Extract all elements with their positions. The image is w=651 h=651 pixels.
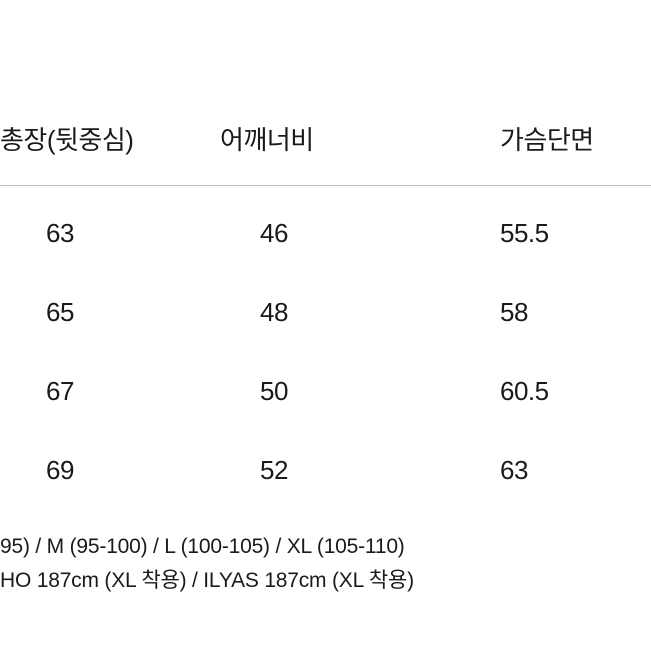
- size-table: 총장(뒷중심) 어깨너비 가슴단면 63 46 55.5 65 48 58 67…: [0, 120, 651, 510]
- table-header-row: 총장(뒷중심) 어깨너비 가슴단면: [0, 120, 651, 186]
- cell-value: 60.5: [440, 352, 651, 431]
- column-header-shoulder-width: 어깨너비: [220, 120, 440, 186]
- table-row: 65 48 58: [0, 273, 651, 352]
- table-row: 69 52 63: [0, 431, 651, 510]
- table-row: 63 46 55.5: [0, 186, 651, 274]
- column-header-chest-width: 가슴단면: [440, 120, 651, 186]
- cell-value: 58: [440, 273, 651, 352]
- measurements-table: 총장(뒷중심) 어깨너비 가슴단면 63 46 55.5 65 48 58 67…: [0, 120, 651, 510]
- cell-value: 63: [440, 431, 651, 510]
- table-row: 67 50 60.5: [0, 352, 651, 431]
- model-info-line: HO 187cm (XL 착용) / ILYAS 187cm (XL 착용): [0, 564, 651, 598]
- cell-value: 63: [0, 186, 220, 274]
- column-header-total-length: 총장(뒷중심): [0, 120, 220, 186]
- footer-notes: 95) / M (95-100) / L (100-105) / XL (105…: [0, 530, 651, 598]
- cell-value: 50: [220, 352, 440, 431]
- cell-value: 69: [0, 431, 220, 510]
- cell-value: 52: [220, 431, 440, 510]
- size-guide-line: 95) / M (95-100) / L (100-105) / XL (105…: [0, 530, 651, 564]
- cell-value: 67: [0, 352, 220, 431]
- cell-value: 65: [0, 273, 220, 352]
- cell-value: 55.5: [440, 186, 651, 274]
- cell-value: 48: [220, 273, 440, 352]
- cell-value: 46: [220, 186, 440, 274]
